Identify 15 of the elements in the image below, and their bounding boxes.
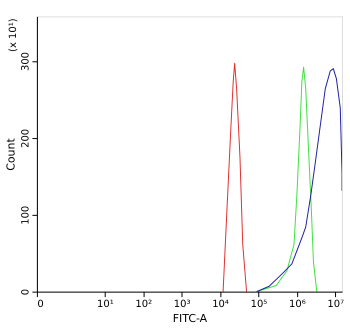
- y-tick-label: 200: [20, 128, 32, 148]
- x-tick-label: 10⁴: [212, 299, 229, 310]
- x-tick-label: 10⁶: [289, 299, 306, 310]
- x-tick-label: 0: [37, 299, 44, 310]
- y-tick-label: 300: [20, 52, 32, 72]
- x-tick-label: 10³: [174, 299, 190, 310]
- x-tick-label: 10⁷: [327, 299, 344, 310]
- y-tick-label: 0: [20, 288, 32, 296]
- x-tick-label: 10¹: [97, 299, 114, 310]
- y-axis-title: Count: [4, 138, 18, 171]
- text: (x 10¹): [8, 18, 19, 52]
- y-tick-label: 100: [20, 206, 32, 225]
- x-tick-label: 10²: [135, 299, 152, 310]
- x-tick-label: 10⁵: [250, 299, 268, 310]
- x-axis-title: FITC-A: [172, 312, 208, 326]
